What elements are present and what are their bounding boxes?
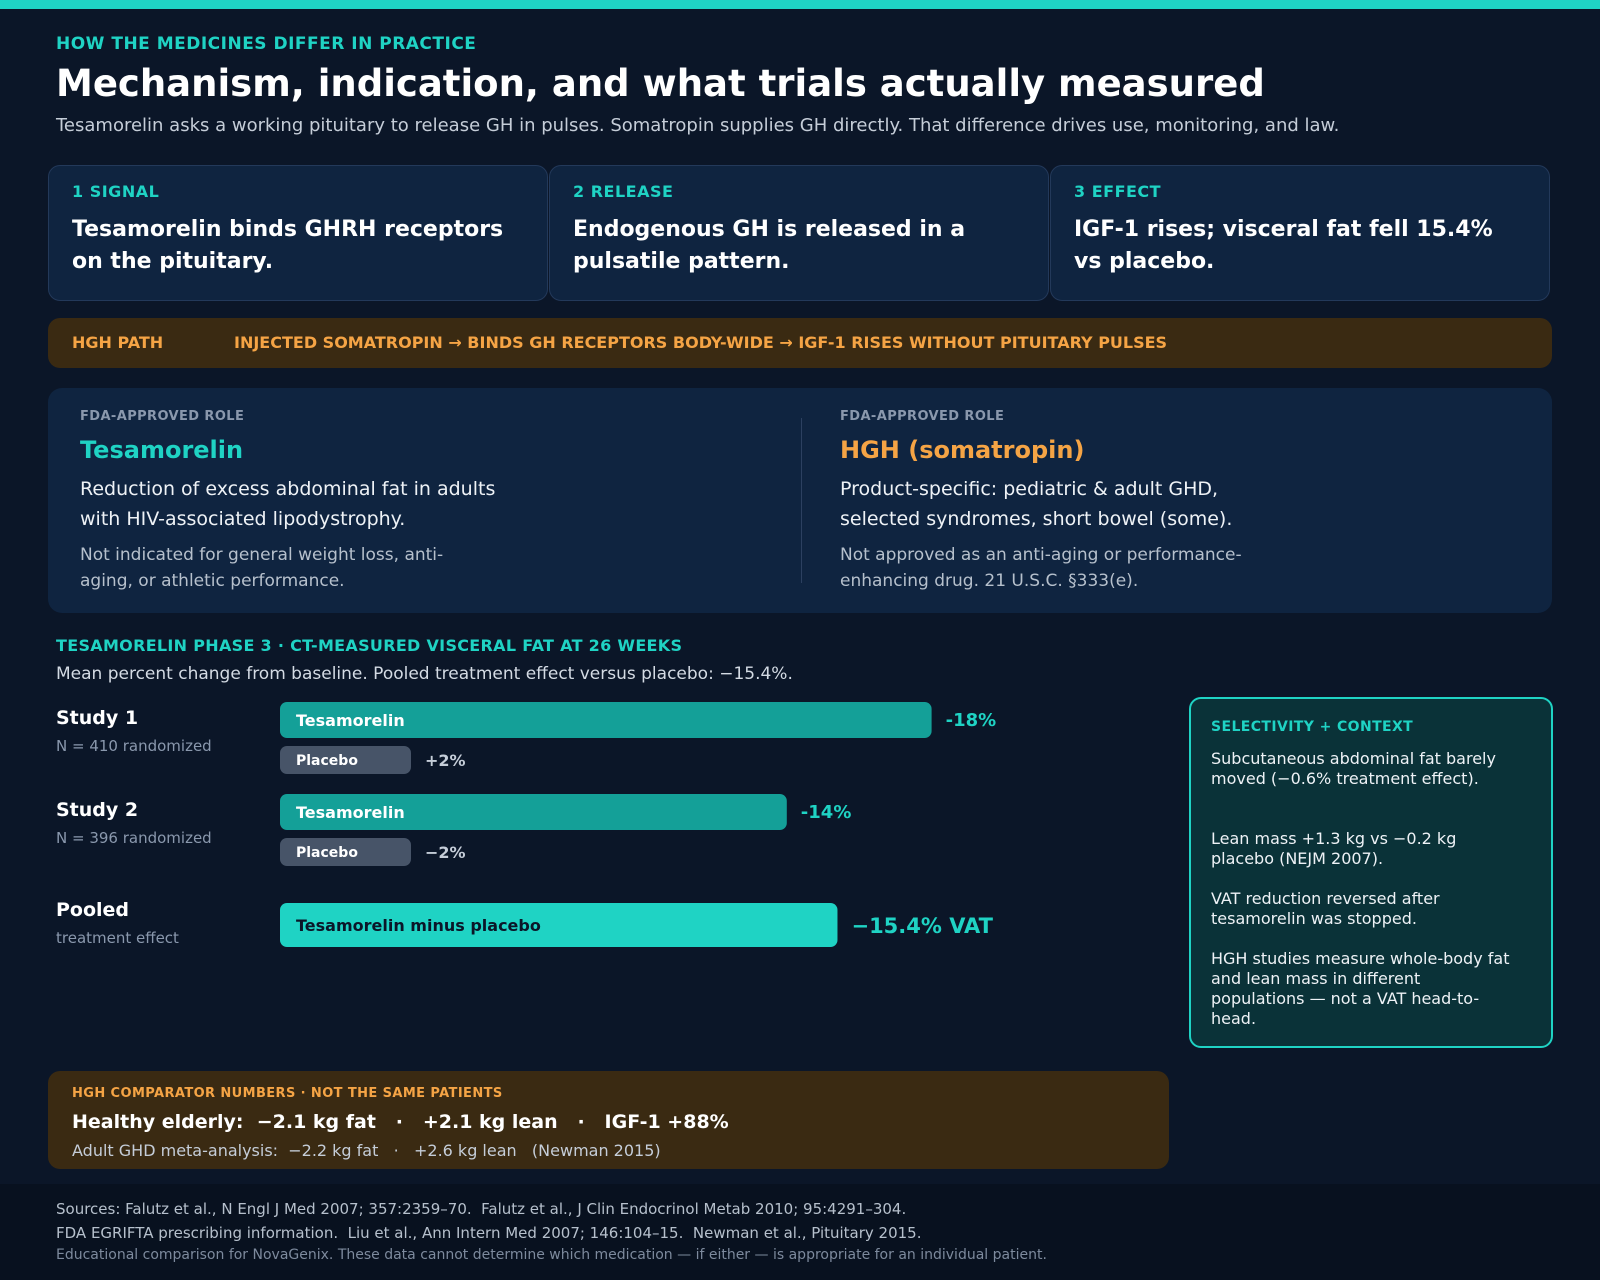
selectivity-context-box: SELECTIVITY + CONTEXT Subcutaneous abdom… (1189, 697, 1553, 1048)
context-item: Subcutaneous abdominal fat barely moved … (1211, 749, 1496, 788)
footer-disclaimer: Educational comparison for NovaGenix. Th… (56, 1247, 1047, 1263)
bar-series-label: Tesamorelin minus placebo (296, 916, 541, 935)
comparator-main: Healthy elderly: −2.1 kg fat · +2.1 kg l… (72, 1111, 729, 1133)
hgh-path-flow: INJECTED SOMATROPIN → BINDS GH RECEPTORS… (234, 333, 1168, 352)
bar-series-label: Placebo (296, 845, 358, 861)
approved-roles-panel: FDA-APPROVED ROLE Tesamorelin Reduction … (48, 388, 1552, 613)
hgh-path-label: HGH PATH (72, 333, 164, 352)
step-text: Tesamorelin binds GHRH receptors on the … (72, 217, 504, 274)
role-name: HGH (somatropin) (840, 436, 1085, 464)
role-kicker: FDA-APPROVED ROLE (840, 409, 1005, 424)
bar-series-label: Placebo (296, 753, 358, 769)
role-note: Not indicated for general weight loss, a… (80, 545, 444, 591)
chart-title: TESAMORELIN PHASE 3 · CT-MEASURED VISCER… (56, 636, 683, 655)
hgh-path-banner: HGH PATH INJECTED SOMATROPIN → BINDS GH … (48, 318, 1552, 368)
tesamorelin-bar (280, 702, 932, 738)
placebo-bar (280, 838, 411, 866)
study-1-label: Study 1 (56, 707, 139, 729)
chart-subtitle: Mean percent change from baseline. Poole… (56, 664, 793, 684)
pooled-effect-bar (280, 903, 838, 947)
step-number: 2 RELEASE (573, 182, 674, 201)
hgh-comparator-box: HGH COMPARATOR NUMBERS · NOT THE SAME PA… (48, 1071, 1169, 1169)
step-text: IGF-1 rises; visceral fat fell 15.4% vs … (1074, 217, 1493, 274)
footer-sources-2: FDA EGRIFTA prescribing information. Liu… (56, 1224, 922, 1242)
step-card-signal: 1 SIGNAL Tesamorelin binds GHRH receptor… (48, 165, 548, 301)
page-subtitle: Tesamorelin asks a working pituitary to … (56, 115, 1340, 136)
comparator-title: HGH COMPARATOR NUMBERS · NOT THE SAME PA… (72, 1086, 503, 1101)
role-kicker: FDA-APPROVED ROLE (80, 409, 245, 424)
bar-value-label: −15.4% VAT (851, 914, 993, 938)
role-name: Tesamorelin (80, 436, 244, 464)
bar-value-label: -14% (801, 802, 852, 823)
bar-series-label: Tesamorelin (296, 803, 405, 822)
page-eyebrow: HOW THE MEDICINES DIFFER IN PRACTICE (56, 34, 477, 54)
bar-series-label: Tesamorelin (296, 711, 405, 730)
bar-value-label: -18% (946, 710, 997, 731)
pooled-label: Pooled (56, 899, 130, 921)
bar-value-label: +2% (425, 751, 466, 770)
step-card-release: 2 RELEASE Endogenous GH is released in a… (549, 165, 1049, 301)
page-title: Mechanism, indication, and what trials a… (56, 62, 1265, 105)
study-2-label: Study 2 (56, 799, 139, 821)
step-number: 1 SIGNAL (72, 182, 160, 201)
study-2-n: N = 396 randomized (56, 829, 212, 847)
roles-divider (801, 418, 802, 583)
context-title: SELECTIVITY + CONTEXT (1211, 719, 1414, 735)
sources-footer: Sources: Falutz et al., N Engl J Med 200… (0, 1184, 1600, 1280)
step-text: Endogenous GH is released in a pulsatile… (573, 217, 966, 274)
placebo-bar (280, 746, 411, 774)
top-accent-bar (0, 0, 1600, 9)
pooled-note: treatment effect (56, 929, 179, 947)
step-number: 3 EFFECT (1074, 182, 1162, 201)
role-description: Reduction of excess abdominal fat in adu… (80, 478, 496, 530)
study-1-n: N = 410 randomized (56, 737, 212, 755)
comparator-sub: Adult GHD meta-analysis: −2.2 kg fat · +… (72, 1141, 661, 1160)
role-description: Product-specific: pediatric & adult GHD,… (840, 478, 1233, 530)
role-note: Not approved as an anti-aging or perform… (840, 545, 1242, 591)
context-item: Lean mass +1.3 kg vs −0.2 kg placebo (NE… (1211, 829, 1457, 868)
step-card-effect: 3 EFFECT IGF-1 rises; visceral fat fell … (1050, 165, 1550, 301)
context-item: VAT reduction reversed after tesamorelin… (1211, 889, 1440, 928)
context-item: HGH studies measure whole-body fat and l… (1211, 949, 1510, 1028)
bar-value-label: −2% (425, 843, 466, 862)
footer-sources-1: Sources: Falutz et al., N Engl J Med 200… (56, 1200, 907, 1218)
tesamorelin-bar (280, 794, 787, 830)
